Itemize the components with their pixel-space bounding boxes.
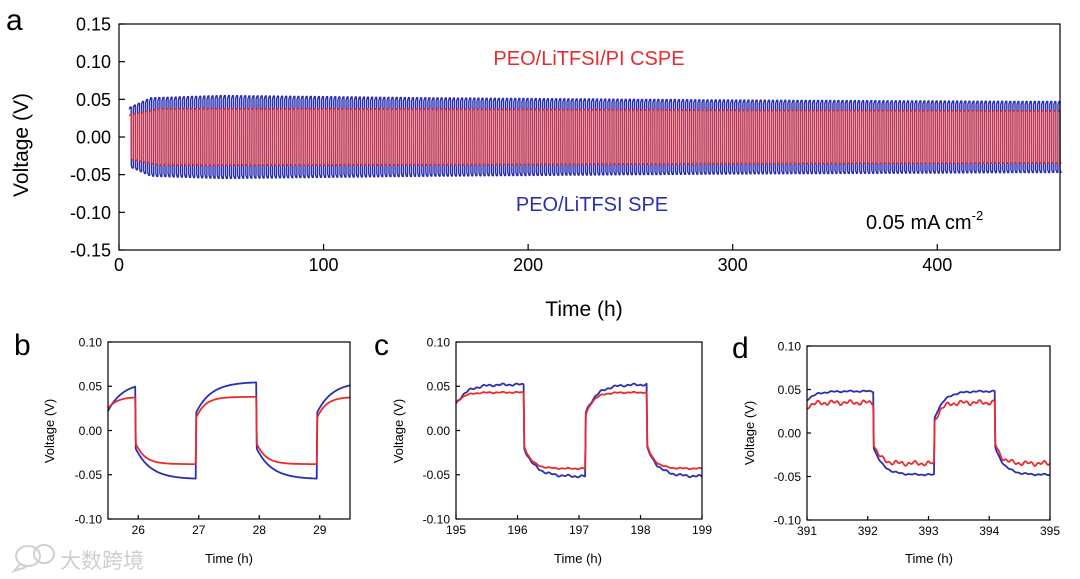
current-density-annotation: 0.05 mA cm-2 (866, 208, 983, 234)
x-tick-label-b: 26 (132, 523, 146, 537)
y-tick-label-b: 0.05 (79, 380, 103, 394)
plot-area-c (455, 382, 703, 479)
series-line-cspe-b (107, 396, 351, 465)
axes-b: 26 27 28 29 -0.10 -0.05 0.00 0.05 0.10 (75, 335, 351, 537)
x-axis-label-b: Time (h) (205, 551, 253, 566)
panel-b: b Voltage (V) 26 27 28 29 -0.10 -0.05 0.00 0.05… (14, 329, 351, 566)
x-axis-label-c: Time (h) (554, 551, 602, 566)
x-tick-label-c: 197 (569, 523, 589, 537)
y-tick-label-a: 0.05 (76, 90, 111, 110)
y-tick-label-d: 0.05 (778, 383, 802, 397)
watermark-text: 大数跨境 (60, 550, 144, 573)
x-axis-label-d: Time (h) (905, 551, 953, 566)
spe-annotation: PEO/LiTFSI SPE (516, 194, 668, 216)
current-density-text: 0.05 mA cm (866, 212, 972, 234)
x-tick-label-a: 0 (114, 255, 124, 275)
watermark: 大数跨境 (10, 544, 144, 574)
y-tick-label-c: 0.05 (427, 380, 451, 394)
axes-c: 195 196 197 198 199 -0.10 -0.05 0.00 0.05 0.10 (423, 335, 713, 537)
y-tick-label-c: -0.05 (423, 468, 451, 482)
panel-label-b: b (14, 329, 31, 362)
series-line-spe-d (806, 389, 1051, 477)
y-tick-label-b: 0.00 (79, 424, 103, 438)
y-tick-label-d: -0.10 (774, 513, 802, 527)
x-tick-label-b: 28 (253, 523, 267, 537)
y-tick-label-c: 0.10 (427, 335, 451, 349)
cspe-annotation: PEO/LiTFSI/PI CSPE (493, 48, 684, 70)
y-tick-label-a: 0.15 (76, 14, 111, 34)
y-tick-label-c: 0.00 (427, 424, 451, 438)
x-tick-label-d: 394 (979, 524, 999, 538)
panel-d: d Voltage (V) 391 392 393 394 395 -0.10 -0.05 0… (732, 332, 1060, 566)
y-axis-label-c: Voltage (V) (391, 399, 406, 463)
y-tick-label-c: -0.10 (423, 512, 451, 526)
x-tick-label-b: 27 (192, 523, 206, 537)
y-tick-label-a: -0.10 (70, 203, 111, 223)
x-tick-label-c: 196 (507, 523, 527, 537)
panel-a: a Voltage (V) 0 100 200 300 400 -0.15 -0.10 -0.… (6, 4, 1062, 321)
y-tick-label-a: -0.05 (70, 165, 111, 185)
series-line-spe-b (107, 381, 351, 480)
current-density-exponent: -2 (972, 208, 984, 223)
series-line-cspe-a (128, 107, 1062, 167)
y-tick-label-d: -0.05 (774, 470, 802, 484)
y-axis-label-d: Voltage (V) (742, 401, 757, 465)
x-tick-label-a: 200 (513, 255, 543, 275)
series-line-cspe-d (806, 399, 1051, 467)
axes-d: 391 392 393 394 395 -0.10 -0.05 0.00 0.05 0.10 (774, 339, 1061, 538)
x-axis-label-a: Time (h) (545, 298, 622, 321)
plot-area-a (128, 94, 1062, 180)
panel-label-c: c (374, 329, 389, 362)
x-tick-label-d: 393 (918, 524, 938, 538)
y-tick-label-a: 0.00 (76, 127, 111, 147)
y-tick-label-d: 0.10 (778, 339, 802, 353)
panel-c: c Voltage (V) 195 196 197 198 199 -0.10 -0.05 0… (374, 329, 712, 566)
y-tick-label-d: 0.00 (778, 426, 802, 440)
axes-frame-b (107, 341, 351, 520)
x-tick-label-a: 400 (922, 255, 952, 275)
x-tick-label-c: 198 (630, 523, 650, 537)
y-tick-label-b: -0.10 (75, 512, 103, 526)
plot-area-d (806, 389, 1051, 477)
y-tick-label-a: 0.10 (76, 52, 111, 72)
y-tick-label-b: -0.05 (75, 468, 103, 482)
plot-area-b (107, 381, 351, 480)
axes-frame-c (455, 341, 703, 520)
series-line-cspe-c (455, 390, 703, 471)
x-tick-label-c: 199 (692, 523, 712, 537)
x-tick-label-a: 300 (718, 255, 748, 275)
x-tick-label-a: 100 (309, 255, 339, 275)
x-tick-label-d: 392 (858, 524, 878, 538)
x-tick-label-b: 29 (313, 523, 327, 537)
axes-a: 0 100 200 300 400 -0.15 -0.10 -0.05 0.00 0.05 0.10… (70, 14, 1061, 275)
y-axis-label-a: Voltage (V) (10, 93, 33, 197)
chat-bubble-icon (10, 544, 55, 574)
series-line-spe-c (455, 382, 703, 479)
y-tick-label-b: 0.10 (79, 335, 103, 349)
y-axis-label-b: Voltage (V) (42, 399, 57, 463)
x-tick-label-c: 195 (446, 523, 466, 537)
y-tick-label-a: -0.15 (70, 240, 111, 260)
panel-label-a: a (6, 4, 23, 37)
x-tick-label-d: 391 (797, 524, 817, 538)
x-tick-label-d: 395 (1040, 524, 1060, 538)
axes-frame-d (806, 345, 1051, 521)
panel-label-d: d (732, 332, 749, 365)
